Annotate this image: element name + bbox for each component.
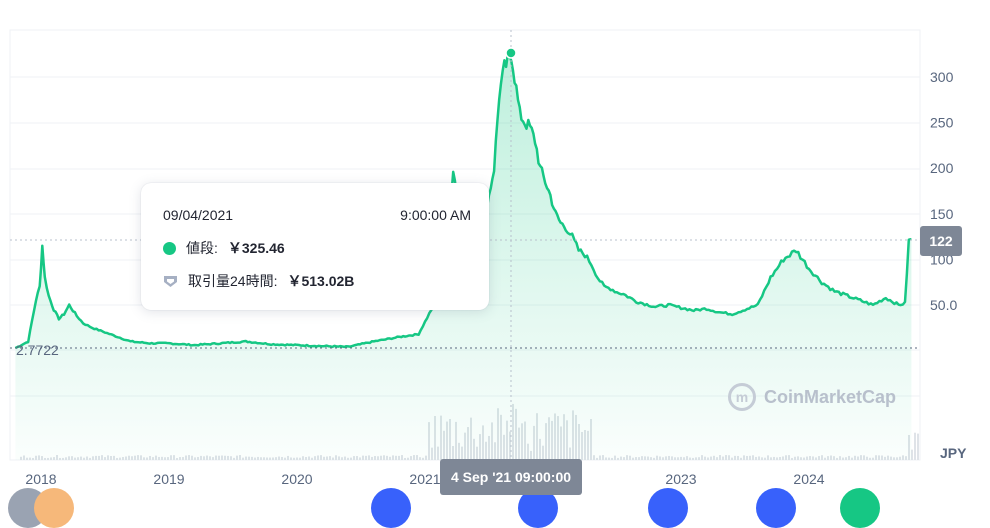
tooltip-volume-value: ￥513.02B [287,273,355,289]
y-tick-label: 200 [930,160,954,176]
volume-icon [164,275,177,287]
event-bubble-2023b[interactable] [756,488,796,528]
peak-marker [505,47,517,59]
coinmarketcap-logo-icon: m [728,383,756,411]
event-bubble-2021a[interactable] [371,488,411,528]
price-dot-icon [163,241,176,255]
x-tick-label: 2018 [25,471,56,487]
tooltip-price-value: ￥325.46 [227,240,285,256]
event-bubble-2023a[interactable] [648,488,688,528]
x-tick-label: 2021 [409,471,440,487]
tooltip: 09/04/2021 9:00:00 AM 値段: ￥325.46 取引量24時… [141,183,489,310]
x-tick-label: 2019 [153,471,184,487]
tooltip-date: 09/04/2021 [163,207,234,223]
event-bubble-2018b[interactable] [34,488,74,528]
y-tick-label: 50.0 [930,297,957,313]
tooltip-time: 9:00:00 AM [400,207,471,223]
y-tick-label: 300 [930,69,954,85]
tooltip-price-row: 値段: ￥325.46 [163,238,285,258]
x-tick-label: 2024 [793,471,824,487]
x-tick-label: 2020 [281,471,312,487]
x-tick-label: 2023 [665,471,696,487]
volume-bar [911,449,913,460]
x-axis: 2018 2019 2020 2021 2023 2024 [25,471,824,487]
y-tick-label: 250 [930,115,954,131]
event-bubble-2024[interactable] [840,488,880,528]
cursor-price-label: 122 [920,226,962,256]
watermark: m CoinMarketCap [728,383,896,411]
tooltip-volume-label: 取引量24時間: [188,273,278,289]
volume-bar [914,432,916,460]
tooltip-volume-row: 取引量24時間: ￥513.02B [163,271,354,291]
currency-label: JPY [940,445,967,461]
y-tick-label: 150 [930,206,954,222]
watermark-text: CoinMarketCap [764,386,897,407]
volume-bar [917,433,919,460]
cursor-date-label: 4 Sep '21 09:00:00 [440,459,582,495]
start-price-label: 2.7722 [16,342,59,358]
tooltip-price-label: 値段: [186,240,218,256]
